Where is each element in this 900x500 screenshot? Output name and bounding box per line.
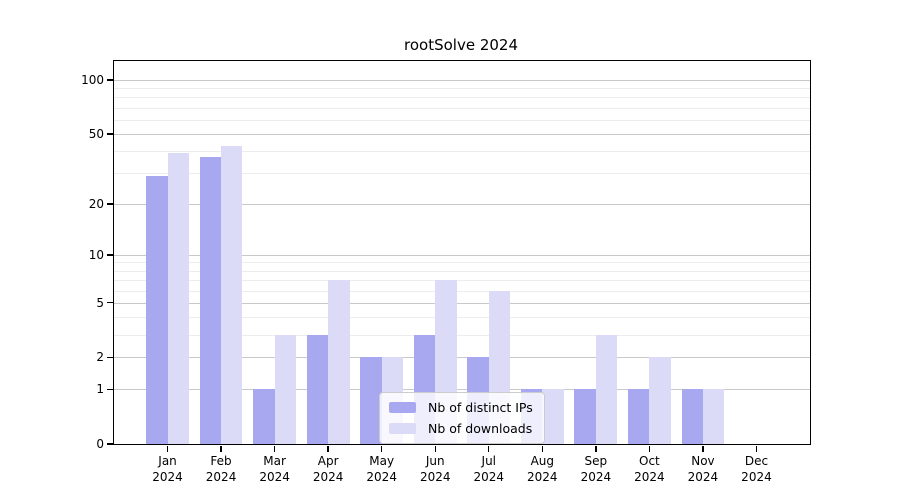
gridline-major-20: [114, 203, 810, 205]
x-tick-label-sep: Sep 2024: [580, 454, 612, 484]
x-tick-feb: [220, 445, 222, 452]
y-tick-0: [106, 443, 113, 445]
gridline-minor-90: [114, 88, 810, 90]
y-tick-label-1: 1: [96, 382, 104, 397]
x-tick-oct: [648, 445, 651, 452]
gridline-minor-60: [114, 119, 810, 121]
bar-downloads-jan: [167, 153, 189, 444]
gridline-major-2: [114, 357, 810, 359]
legend: Nb of distinct IPs Nb of downloads: [379, 392, 545, 444]
y-tick-label-0: 0: [96, 437, 104, 451]
gridline-major-10: [114, 254, 810, 256]
y-tick-5: [106, 301, 113, 304]
y-tick-label-50: 50: [88, 126, 104, 141]
x-tick-may: [380, 445, 383, 452]
bar-downloads-oct: [649, 357, 671, 444]
y-tick-label-10: 10: [88, 247, 104, 262]
x-tick-jun: [434, 445, 436, 452]
y-tick-label-20: 20: [88, 196, 104, 211]
gridline-minor-3: [114, 334, 810, 336]
legend-label-downloads: Nb of downloads: [428, 421, 533, 436]
y-tick-10: [106, 254, 113, 256]
gridline-minor-8: [114, 270, 810, 272]
bar-distinct-ips-mar: [253, 389, 275, 444]
y-tick-50: [106, 133, 113, 135]
x-tick-label-apr: Apr 2024: [312, 454, 344, 484]
y-tick-2: [106, 356, 113, 359]
legend-row-downloads: Nb of downloads: [389, 421, 533, 436]
x-tick-label-jan: Jan 2024: [152, 454, 183, 484]
bar-downloads-feb: [221, 145, 243, 444]
bar-downloads-nov: [702, 389, 725, 444]
gridline-major-1: [114, 389, 810, 391]
legend-row-distinct-ips: Nb of distinct IPs: [389, 400, 533, 415]
x-tick-label-aug: Aug 2024: [527, 454, 558, 484]
x-tick-dec: [755, 445, 758, 452]
x-tick-jan: [166, 445, 169, 452]
x-tick-mar: [273, 445, 276, 452]
x-tick-jul: [488, 445, 490, 452]
bar-downloads-apr: [328, 279, 350, 444]
gridline-minor-6: [114, 290, 810, 292]
gridline-minor-30: [114, 173, 810, 175]
bar-distinct-ips-feb: [199, 157, 222, 444]
x-tick-label-feb: Feb 2024: [205, 454, 237, 484]
legend-swatch-downloads: [389, 423, 416, 434]
bar-distinct-ips-oct: [627, 389, 650, 444]
bar-downloads-mar: [274, 334, 297, 444]
legend-swatch-distinct-ips: [389, 402, 416, 413]
gridline-minor-70: [114, 107, 810, 109]
gridline-minor-4: [114, 317, 810, 319]
x-tick-apr: [327, 445, 329, 452]
bar-distinct-ips-sep: [574, 389, 596, 444]
chart-title: rootSolve 2024: [404, 36, 518, 54]
bar-distinct-ips-nov: [681, 389, 703, 444]
legend-label-distinct-ips: Nb of distinct IPs: [428, 400, 533, 415]
x-tick-sep: [595, 445, 597, 452]
bar-distinct-ips-may: [360, 357, 382, 444]
y-tick-1: [106, 388, 113, 391]
gridline-minor-7: [114, 279, 810, 281]
gridline-major-100: [114, 80, 810, 81]
x-tick-label-mar: Mar 2024: [259, 454, 290, 484]
gridline-minor-80: [114, 97, 810, 99]
x-tick-aug: [541, 445, 543, 452]
x-tick-label-jul: Jul 2024: [473, 454, 505, 484]
plot-area: 0 1 2 5 10 20 50 100 Jan 2024 Feb 2024 Mar 2024 Apr…: [81, 60, 811, 484]
x-tick-nov: [702, 445, 704, 452]
bar-downloads-aug: [542, 389, 564, 444]
bar-distinct-ips-jan: [146, 175, 168, 444]
bar-downloads-sep: [595, 334, 618, 444]
gridline-major-5: [114, 302, 810, 304]
x-tick-label-jun: Jun 2024: [419, 454, 451, 484]
y-tick-label-2: 2: [96, 350, 104, 365]
gridline-minor-40: [114, 151, 810, 153]
y-tick-label-100: 100: [81, 73, 104, 87]
x-tick-label-nov: Nov 2024: [687, 454, 719, 484]
bar-distinct-ips-apr: [306, 334, 329, 444]
y-tick-100: [106, 79, 113, 81]
gridline-major-50: [114, 133, 810, 135]
y-tick-20: [106, 203, 113, 205]
gridline-minor-9: [114, 262, 810, 264]
x-tick-label-may: May 2024: [366, 454, 397, 484]
x-tick-label-oct: Oct 2024: [634, 454, 665, 484]
x-tick-label-dec: Dec 2024: [741, 454, 772, 484]
y-tick-label-5: 5: [96, 295, 104, 310]
